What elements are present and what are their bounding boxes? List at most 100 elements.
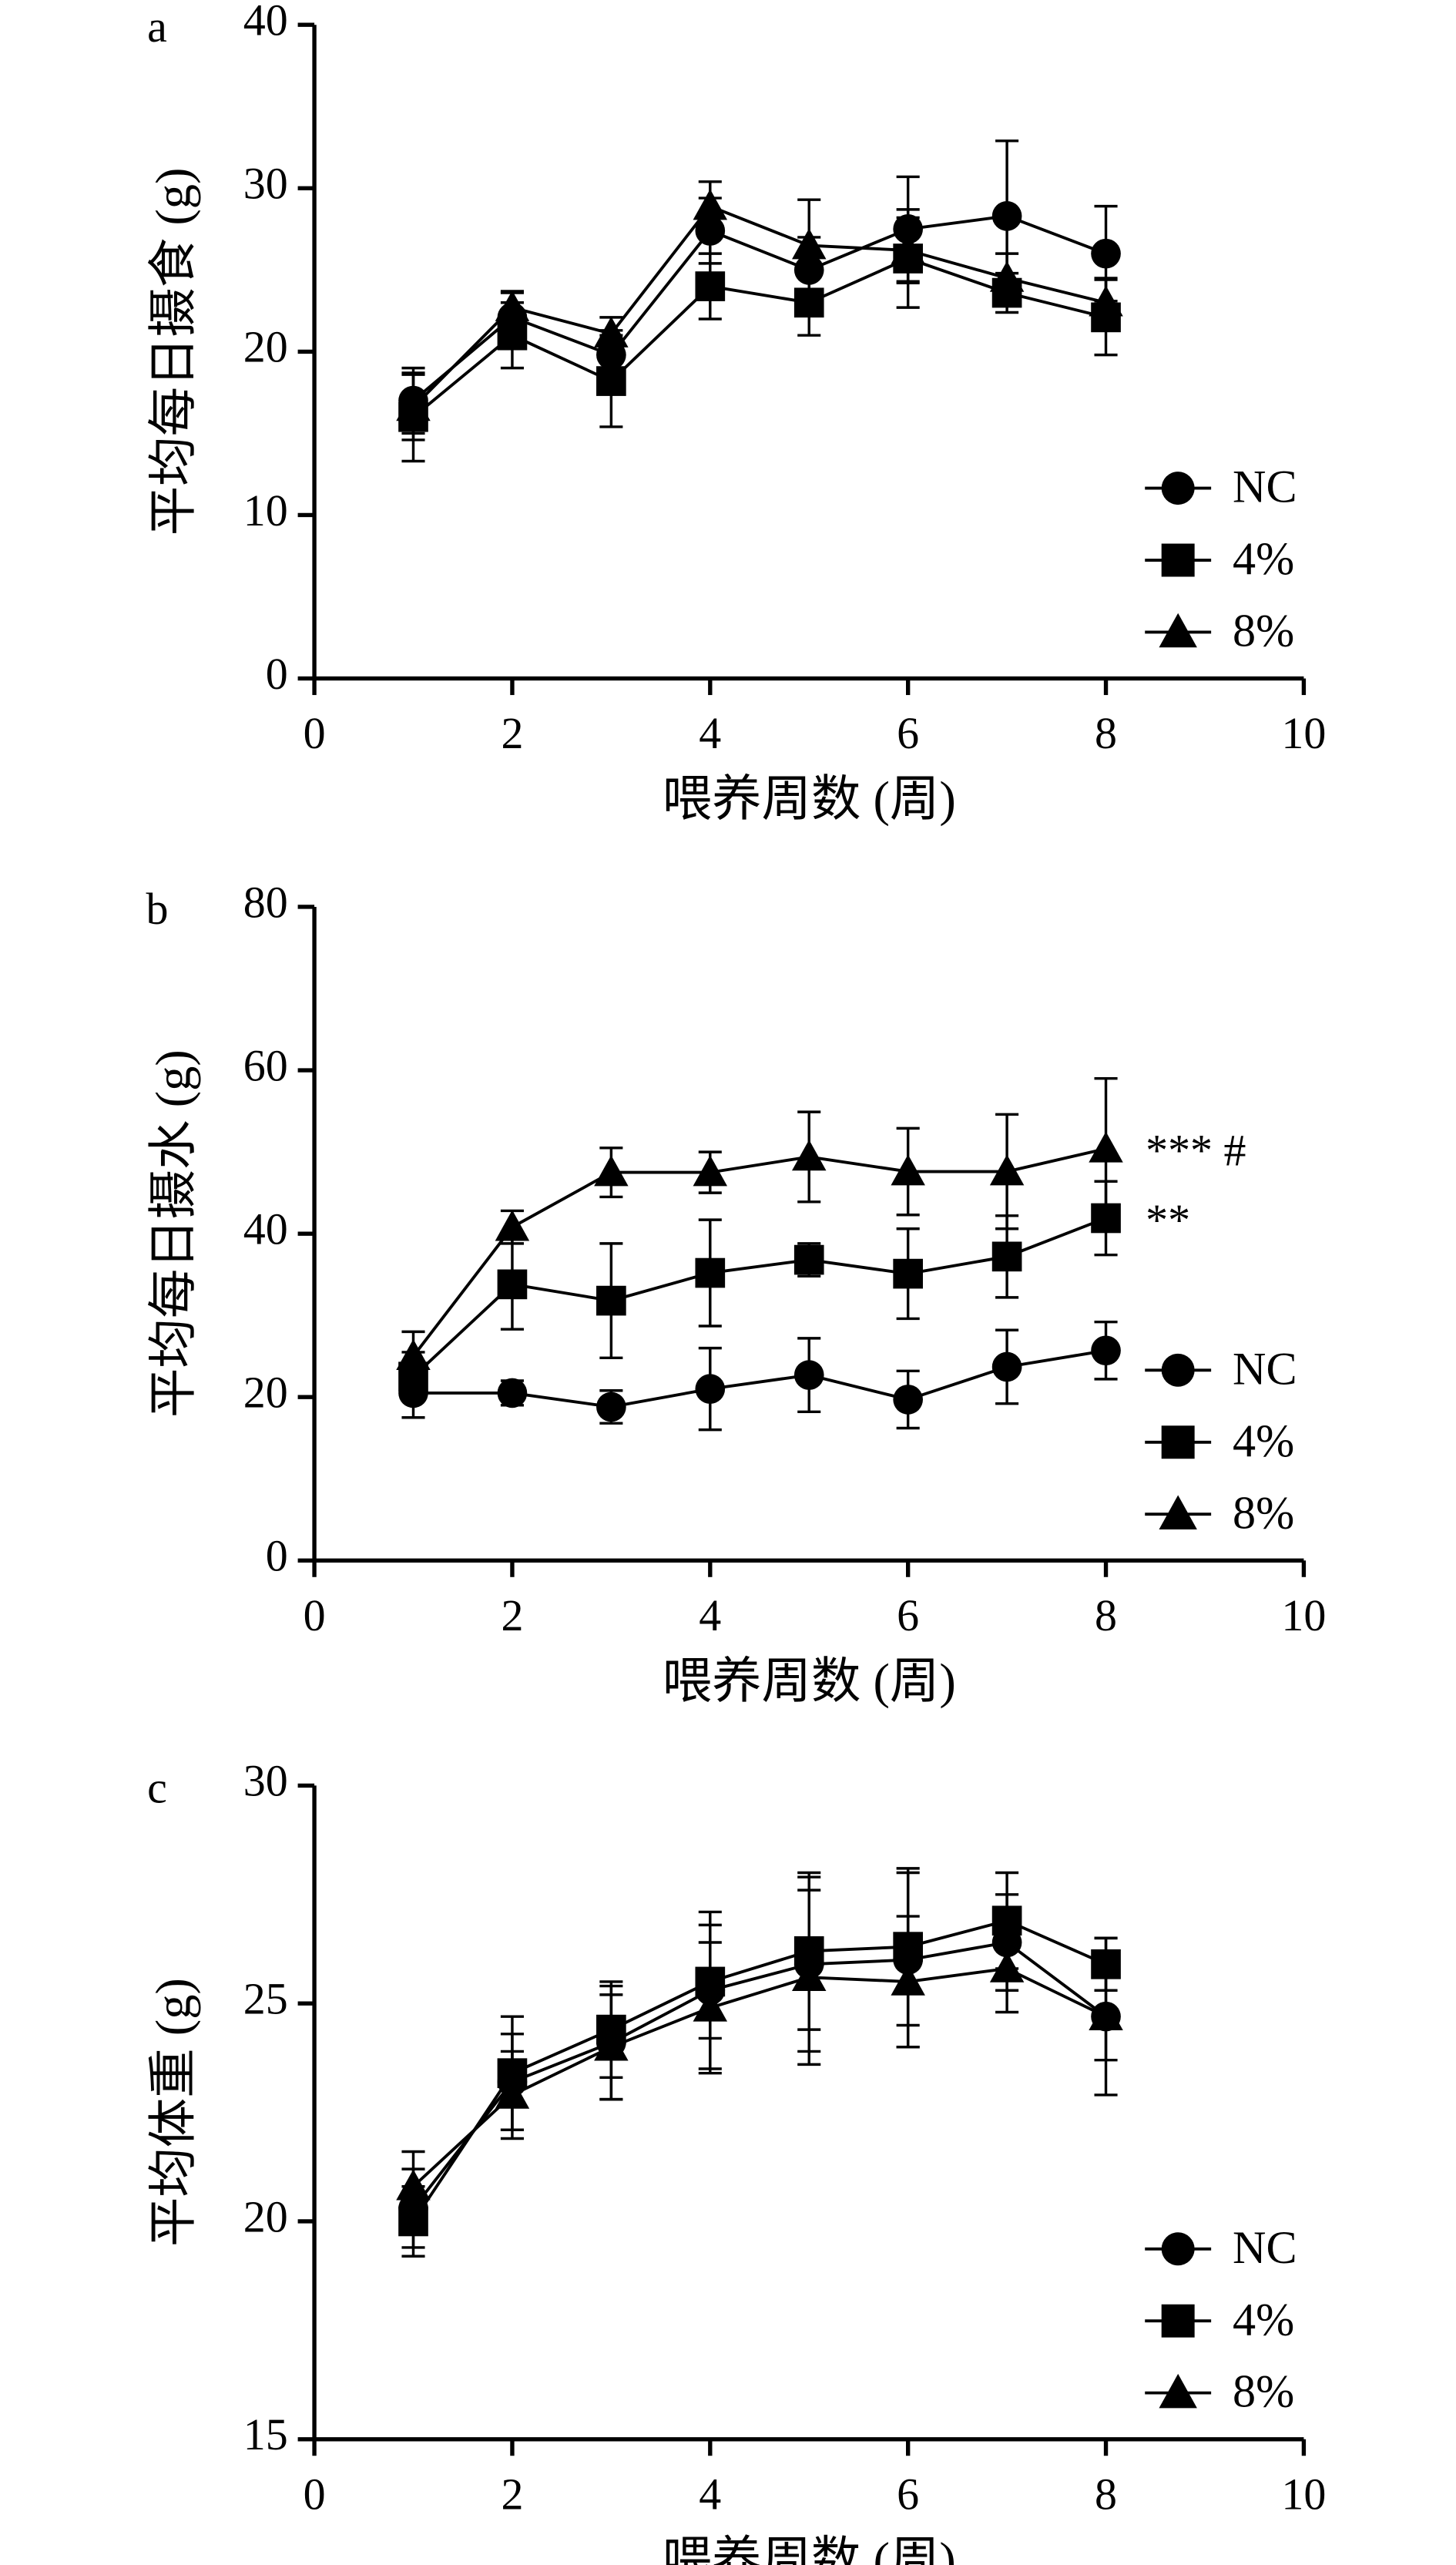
data-point — [594, 316, 629, 347]
data-point — [792, 228, 827, 260]
legend-label: NC — [1233, 2222, 1297, 2274]
y-tick-label: 30 — [243, 159, 288, 209]
data-point — [989, 1154, 1025, 1186]
annotation: *** # — [1146, 1126, 1246, 1176]
y-tick-label: 60 — [243, 1040, 288, 1090]
y-tick-label: 15 — [243, 2409, 288, 2459]
y-tick-label: 40 — [243, 0, 288, 45]
data-point — [396, 1338, 431, 1370]
data-point — [893, 214, 924, 244]
data-point — [695, 271, 726, 301]
series-line — [412, 257, 1107, 418]
x-tick-label: 2 — [501, 2469, 523, 2519]
legend-marker — [1161, 1353, 1195, 1387]
legend-label: NC — [1233, 462, 1297, 513]
data-point — [893, 1385, 924, 1415]
data-point — [893, 1258, 924, 1289]
legend-label: 8% — [1233, 2366, 1294, 2418]
x-tick-label: 6 — [897, 708, 919, 758]
x-tick-label: 2 — [501, 1590, 523, 1640]
legend-marker — [1161, 543, 1195, 577]
data-point — [1089, 285, 1123, 317]
data-point — [396, 390, 431, 421]
data-point — [596, 1392, 626, 1422]
panel-label: b — [146, 884, 169, 934]
legend-label: 4% — [1233, 533, 1294, 585]
y-tick-label: 25 — [243, 1974, 288, 2024]
data-point — [893, 1932, 924, 1962]
data-point — [793, 1360, 824, 1390]
x-tick-label: 0 — [304, 1590, 326, 1640]
y-tick-label: 10 — [243, 485, 288, 535]
x-axis-label: 喂养周数 (周) — [663, 2533, 956, 2565]
data-point — [891, 1964, 925, 1996]
data-point — [1091, 1203, 1121, 1234]
data-point — [1091, 1335, 1121, 1366]
y-tick-label: 40 — [243, 1204, 288, 1254]
data-point — [991, 1351, 1022, 1382]
series-line — [412, 1217, 1107, 1378]
data-point — [891, 233, 925, 264]
data-point — [695, 1257, 726, 1288]
x-tick-label: 10 — [1281, 708, 1326, 758]
x-tick-label: 0 — [304, 2469, 326, 2519]
x-tick-label: 2 — [501, 708, 523, 758]
x-axis-label: 喂养周数 (周) — [663, 1653, 956, 1708]
x-tick-label: 8 — [1095, 708, 1117, 758]
series-line — [412, 204, 1107, 408]
data-point — [695, 216, 726, 246]
series-line — [413, 1348, 1106, 1408]
y-tick-label: 20 — [243, 2191, 288, 2241]
legend-marker — [1161, 2232, 1195, 2266]
legend-marker — [1161, 472, 1195, 505]
data-point — [792, 1140, 827, 1171]
series-line — [412, 1966, 1107, 2188]
series-line — [411, 1919, 1107, 2223]
legend-marker — [1159, 2373, 1197, 2409]
data-point — [693, 1155, 728, 1187]
data-point — [596, 1285, 626, 1316]
y-tick-label: 0 — [266, 1531, 288, 1581]
data-point — [396, 2169, 431, 2201]
legend-label: 8% — [1233, 606, 1294, 657]
series-line — [412, 214, 1107, 402]
data-point — [792, 1960, 827, 1992]
legend-label: 4% — [1233, 2294, 1294, 2345]
annotation: ** — [1146, 1195, 1190, 1245]
x-tick-label: 0 — [304, 708, 326, 758]
x-axis-label: 喂养周数 (周) — [663, 772, 956, 827]
series-line — [411, 1147, 1106, 1358]
data-point — [495, 1210, 530, 1241]
data-point — [695, 1374, 726, 1404]
legend-marker — [1161, 1425, 1195, 1459]
data-point — [398, 2206, 428, 2237]
y-axis-label: 平均体重 (g) — [146, 1978, 201, 2247]
data-point — [596, 366, 626, 396]
panel-label: c — [147, 1762, 167, 1812]
data-point — [991, 201, 1022, 231]
data-point — [989, 260, 1025, 292]
series-line — [411, 1940, 1107, 2210]
y-tick-label: 20 — [243, 1368, 288, 1418]
legend-marker — [1159, 1495, 1197, 1529]
data-point — [1091, 1949, 1121, 1979]
data-point — [891, 1154, 925, 1186]
legend-label: 4% — [1233, 1415, 1294, 1467]
x-tick-label: 6 — [897, 2469, 919, 2519]
data-point — [495, 290, 530, 321]
data-point — [793, 1244, 824, 1275]
data-point — [991, 1905, 1022, 1936]
data-point — [594, 2030, 629, 2061]
y-tick-label: 20 — [243, 322, 288, 372]
legend-marker — [1159, 613, 1197, 648]
data-point — [596, 340, 626, 370]
panel-label: a — [147, 2, 167, 52]
y-tick-label: 30 — [243, 1756, 288, 1806]
legend-label: NC — [1233, 1343, 1297, 1395]
data-point — [495, 2077, 530, 2109]
data-point — [991, 1241, 1022, 1272]
x-tick-label: 10 — [1281, 1590, 1326, 1640]
y-axis-label: 平均每日摄水 (g) — [146, 1049, 201, 1418]
